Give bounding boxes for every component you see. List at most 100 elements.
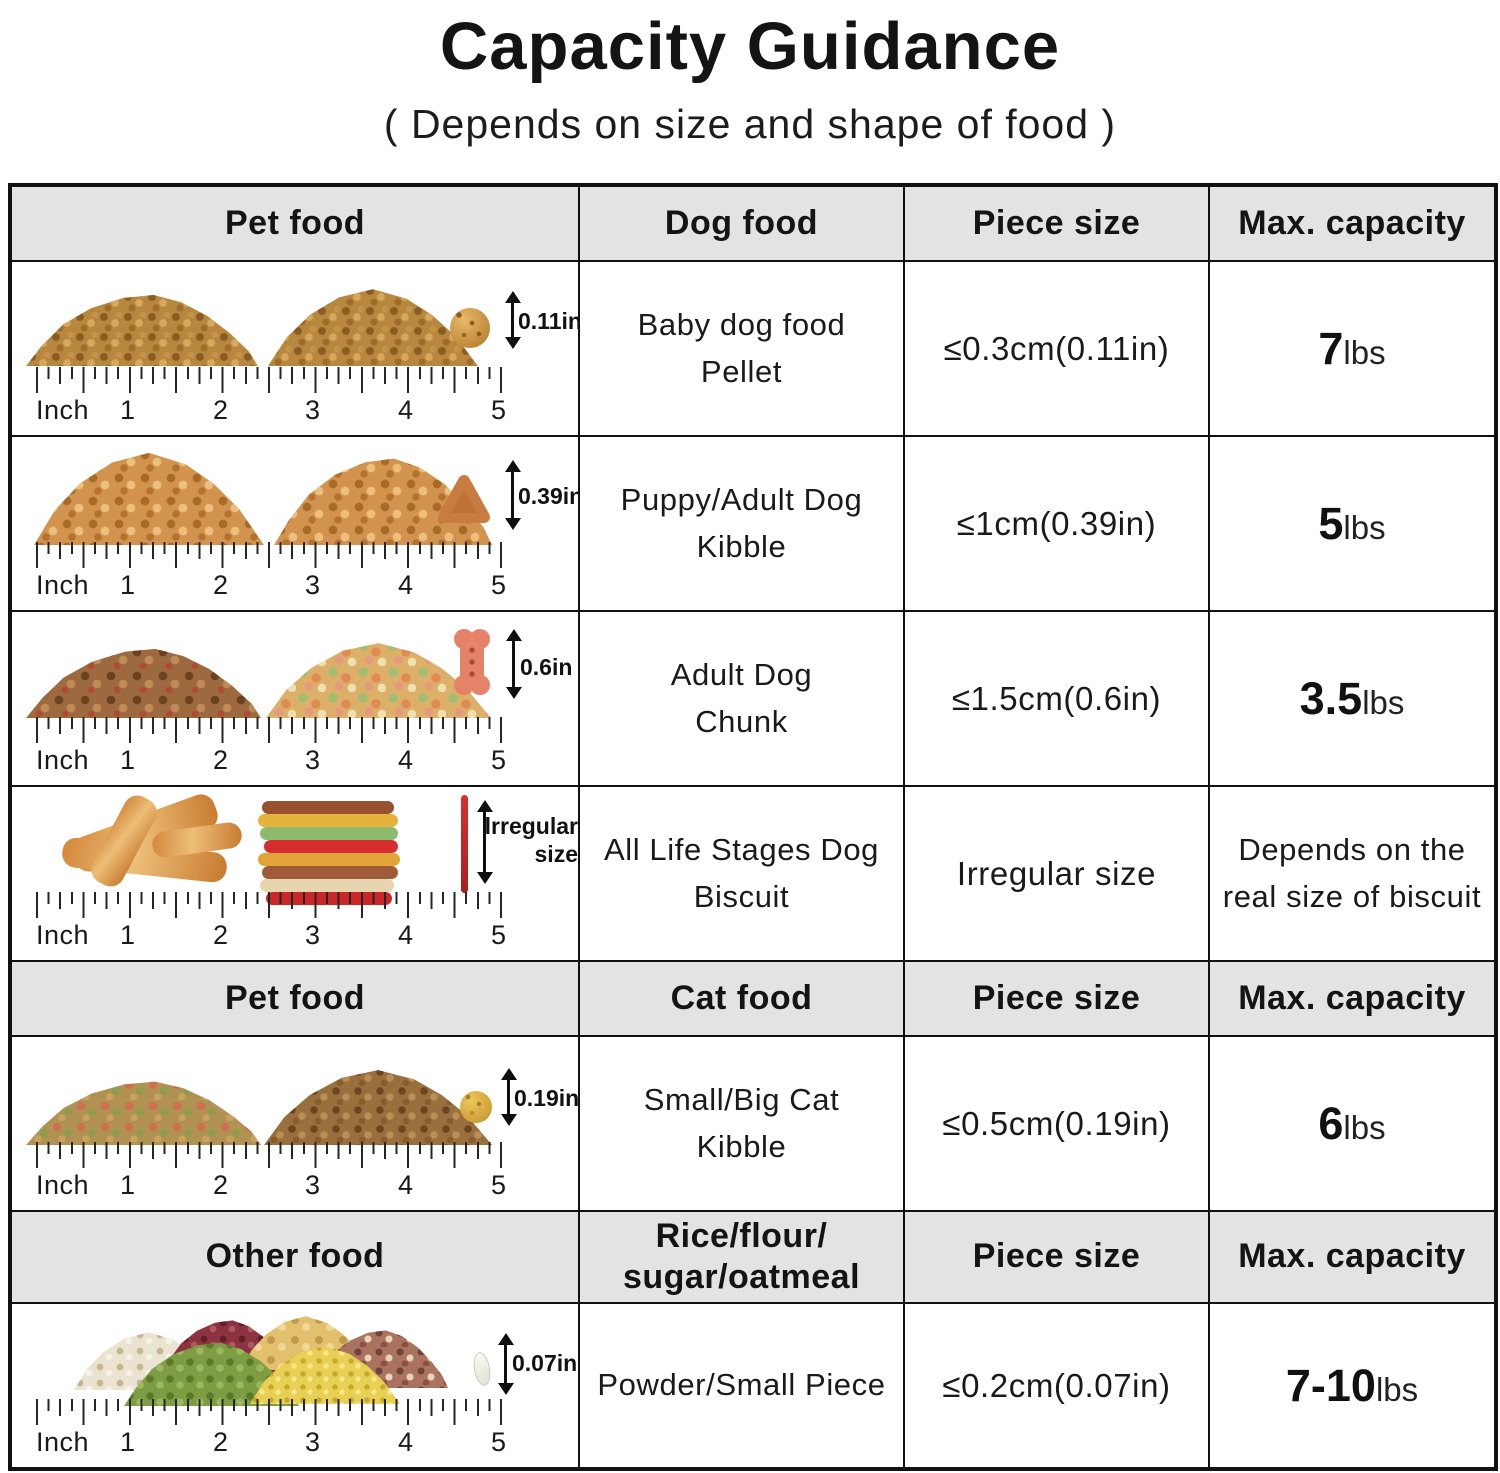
treat-stick <box>258 814 398 827</box>
header-max-capacity: Max. capacity <box>1209 186 1495 261</box>
page-subtitle: ( Depends on size and shape of food ) <box>383 101 1117 147</box>
food-name-cell: Powder/Small Piece <box>579 1303 904 1468</box>
ruler-tick-label: 2 <box>213 1170 229 1200</box>
max-capacity-cell: 5 lbs <box>1209 436 1495 611</box>
food-name-line: Pellet <box>700 353 783 389</box>
ruler-unit-label: Inch <box>36 570 90 600</box>
ruler-tick-label: 1 <box>120 395 136 425</box>
bone-biscuit-icon <box>454 629 490 695</box>
stick-piece-icon <box>461 795 468 893</box>
food-name-cell: Baby dog food Pellet <box>579 261 904 436</box>
page-title: Capacity Guidance <box>439 9 1061 84</box>
header-max-capacity: Max. capacity <box>1209 1211 1495 1303</box>
ruler-unit-label: Inch <box>36 745 90 775</box>
piece-size-cell: ≤0.3cm(0.11in) <box>904 261 1209 436</box>
ruler-ticks-inch <box>36 892 502 918</box>
size-label: 0.07in <box>512 1350 578 1376</box>
ruler-tick-label: 4 <box>398 920 414 950</box>
food-name-cell: All Life Stages Dog Biscuit <box>579 786 904 961</box>
header-other-food: Other food <box>11 1211 579 1303</box>
ruler-ticks-inch <box>36 717 502 743</box>
capacity-value: 7 lbs <box>1318 322 1386 374</box>
pellet-pile <box>26 294 258 366</box>
ruler-unit-label: Inch <box>36 1170 90 1200</box>
ruler-tick-label: 2 <box>213 1427 229 1457</box>
max-capacity-cell: 7-10 lbs <box>1209 1303 1495 1468</box>
ruler-ticks-inch <box>36 367 502 393</box>
capacity-value: 3.5 lbs <box>1299 672 1405 724</box>
capacity-table: Pet food Dog food Piece size Max. capaci… <box>8 183 1498 1471</box>
header-dog-food: Dog food <box>579 186 904 261</box>
ruler-unit-label: Inch <box>36 395 90 425</box>
pellet-piece-icon <box>450 308 490 348</box>
ruler-unit-label: Inch <box>36 920 90 950</box>
chunk-illustration-cell: 0.6in Inch 1 2 3 4 5 <box>11 611 579 786</box>
inch-ruler: Inch 1 2 3 4 5 <box>36 1142 506 1200</box>
ruler-slot: Inch 1 2 3 4 5 <box>36 717 506 775</box>
size-label: 0.6in <box>520 654 573 680</box>
chunk-pile <box>26 648 261 718</box>
inch-ruler: Inch 1 2 3 4 5 <box>36 542 506 600</box>
ruler-tick-label: 3 <box>305 395 321 425</box>
header-piece-size: Piece size <box>904 186 1209 261</box>
food-name-line: Biscuit <box>693 878 790 914</box>
size-arrow-icon <box>511 294 514 346</box>
ruler-tick-label: 2 <box>213 395 229 425</box>
ruler-tick-label: 2 <box>213 920 229 950</box>
treat-stick <box>264 840 398 853</box>
cat-kibble-pile <box>264 1070 492 1145</box>
kibble-pile <box>34 452 264 545</box>
kibble-illustration-cell: 0.39in Inch 1 2 3 4 5 <box>11 436 579 611</box>
food-name-cell: Puppy/Adult Dog Kibble <box>579 436 904 611</box>
pellet-pile <box>268 289 478 366</box>
treat-stick <box>260 827 398 840</box>
max-capacity-cell: 3.5 lbs <box>1209 611 1495 786</box>
max-capacity-cell: 7 lbs <box>1209 261 1495 436</box>
cat-kibble-pile <box>26 1081 261 1145</box>
size-label: 0.39in <box>518 483 579 509</box>
inch-ruler: Inch 1 2 3 4 5 <box>36 367 506 425</box>
piece-size-cell: ≤0.2cm(0.07in) <box>904 1303 1209 1468</box>
ruler-tick-label: 1 <box>120 1170 136 1200</box>
food-name-cell: Small/Big Cat Kibble <box>579 1036 904 1211</box>
inch-ruler: Inch 1 2 3 4 5 <box>36 1399 506 1457</box>
capacity-value: 6 lbs <box>1318 1097 1386 1149</box>
ruler-tick-label: 1 <box>120 570 136 600</box>
ruler-tick-label: 3 <box>305 570 321 600</box>
ruler-slot: Inch 1 2 3 4 5 <box>36 1399 506 1457</box>
piece-size-cell: ≤0.5cm(0.19in) <box>904 1036 1209 1211</box>
ruler-slot: Inch 1 2 3 4 5 <box>36 542 506 600</box>
ruler-slot: Inch 1 2 3 4 5 <box>36 367 506 425</box>
food-name-cell: Adult Dog Chunk <box>579 611 904 786</box>
food-name-line: All Life Stages Dog <box>603 832 880 867</box>
food-name-line: Adult Dog <box>670 657 813 692</box>
food-name-line: Kibble <box>696 528 787 564</box>
ruler-tick-label: 5 <box>491 920 507 950</box>
ruler-ticks-inch <box>36 1142 502 1168</box>
rice-grain-icon <box>471 1350 493 1388</box>
ruler-tick-label: 3 <box>305 1427 321 1457</box>
ruler-ticks-inch <box>36 542 502 568</box>
ruler-unit-label: Inch <box>36 1427 90 1457</box>
treat-stick <box>258 853 400 866</box>
cat-kibble-illustration-cell: 0.19in Inch 1 2 3 4 5 <box>11 1036 579 1211</box>
capacity-value: 7-10 lbs <box>1285 1359 1419 1411</box>
ruler-tick-label: 3 <box>305 745 321 775</box>
food-name-line: Chunk <box>695 703 788 739</box>
ruler-tick-label: 4 <box>398 570 414 600</box>
ruler-tick-label: 5 <box>491 395 507 425</box>
ruler-tick-label: 5 <box>491 745 507 775</box>
grains-illustration-cell: 0.07in Inch 1 2 3 4 5 <box>11 1303 579 1468</box>
food-name-line: Puppy/Adult Dog <box>620 482 863 517</box>
size-label: 0.19in <box>514 1085 579 1111</box>
max-capacity-cell: 6 lbs <box>1209 1036 1495 1211</box>
piece-size-cell: ≤1cm(0.39in) <box>904 436 1209 611</box>
inch-ruler: Inch 1 2 3 4 5 <box>36 892 506 950</box>
ruler-tick-label: 3 <box>305 1170 321 1200</box>
food-name-line: Baby dog food <box>637 307 846 342</box>
ruler-tick-label: 2 <box>213 745 229 775</box>
size-label: 0.11in <box>518 308 579 334</box>
ruler-tick-label: 1 <box>120 1427 136 1457</box>
biscuit-illustration-cell: lrregular size Inch 1 2 3 4 5 <box>11 786 579 961</box>
